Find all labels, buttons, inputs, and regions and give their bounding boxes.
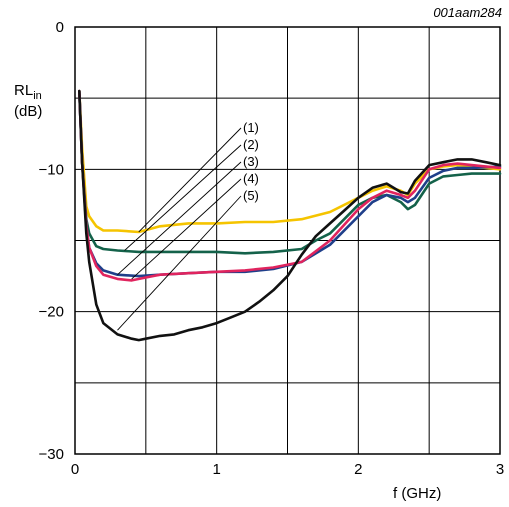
callout-label-3: (3) bbox=[243, 154, 259, 169]
y-tick-label: −20 bbox=[39, 304, 64, 321]
callout-leader-2 bbox=[124, 144, 242, 251]
x-tick-label: 3 bbox=[496, 461, 504, 478]
series-line-5 bbox=[78, 89, 502, 342]
callout-layer: (1) (2) (3) (4) (5) bbox=[117, 120, 259, 331]
x-tick-label: 1 bbox=[212, 461, 220, 478]
y-axis-unit: (dB) bbox=[14, 103, 42, 120]
callout-label-5: (5) bbox=[243, 188, 259, 203]
y-tick-label: −30 bbox=[39, 446, 64, 463]
y-tick-label: −10 bbox=[39, 161, 64, 178]
callout-leader-5 bbox=[117, 195, 242, 331]
callout-leader-3 bbox=[117, 161, 242, 275]
y-tick-label: 0 bbox=[56, 19, 64, 36]
y-axis-label-sub: in bbox=[33, 90, 42, 102]
callout-leader-4 bbox=[131, 178, 242, 280]
callout-label-1: (1) bbox=[243, 120, 259, 135]
callout-label-2: (2) bbox=[243, 137, 259, 152]
x-tick-label: 2 bbox=[354, 461, 362, 478]
y-axis-label: RLin bbox=[14, 82, 42, 102]
series-line-1 bbox=[78, 89, 502, 234]
series-line-4 bbox=[78, 89, 502, 282]
y-axis-label-main: RL bbox=[14, 82, 33, 99]
series-line-2 bbox=[78, 89, 502, 255]
x-axis-label: f (GHz) bbox=[393, 485, 441, 502]
callout-leader-1 bbox=[138, 127, 242, 233]
plot-frame bbox=[74, 26, 501, 455]
x-tick-label: 0 bbox=[71, 461, 79, 478]
series-line-3 bbox=[78, 89, 502, 278]
tick-labels: 0 1 2 3 0 −10 −20 −30 bbox=[39, 19, 505, 478]
grid bbox=[74, 26, 501, 455]
figure-id: 001aam284 bbox=[433, 5, 502, 20]
series-layer bbox=[78, 89, 502, 342]
callout-label-4: (4) bbox=[243, 171, 259, 186]
